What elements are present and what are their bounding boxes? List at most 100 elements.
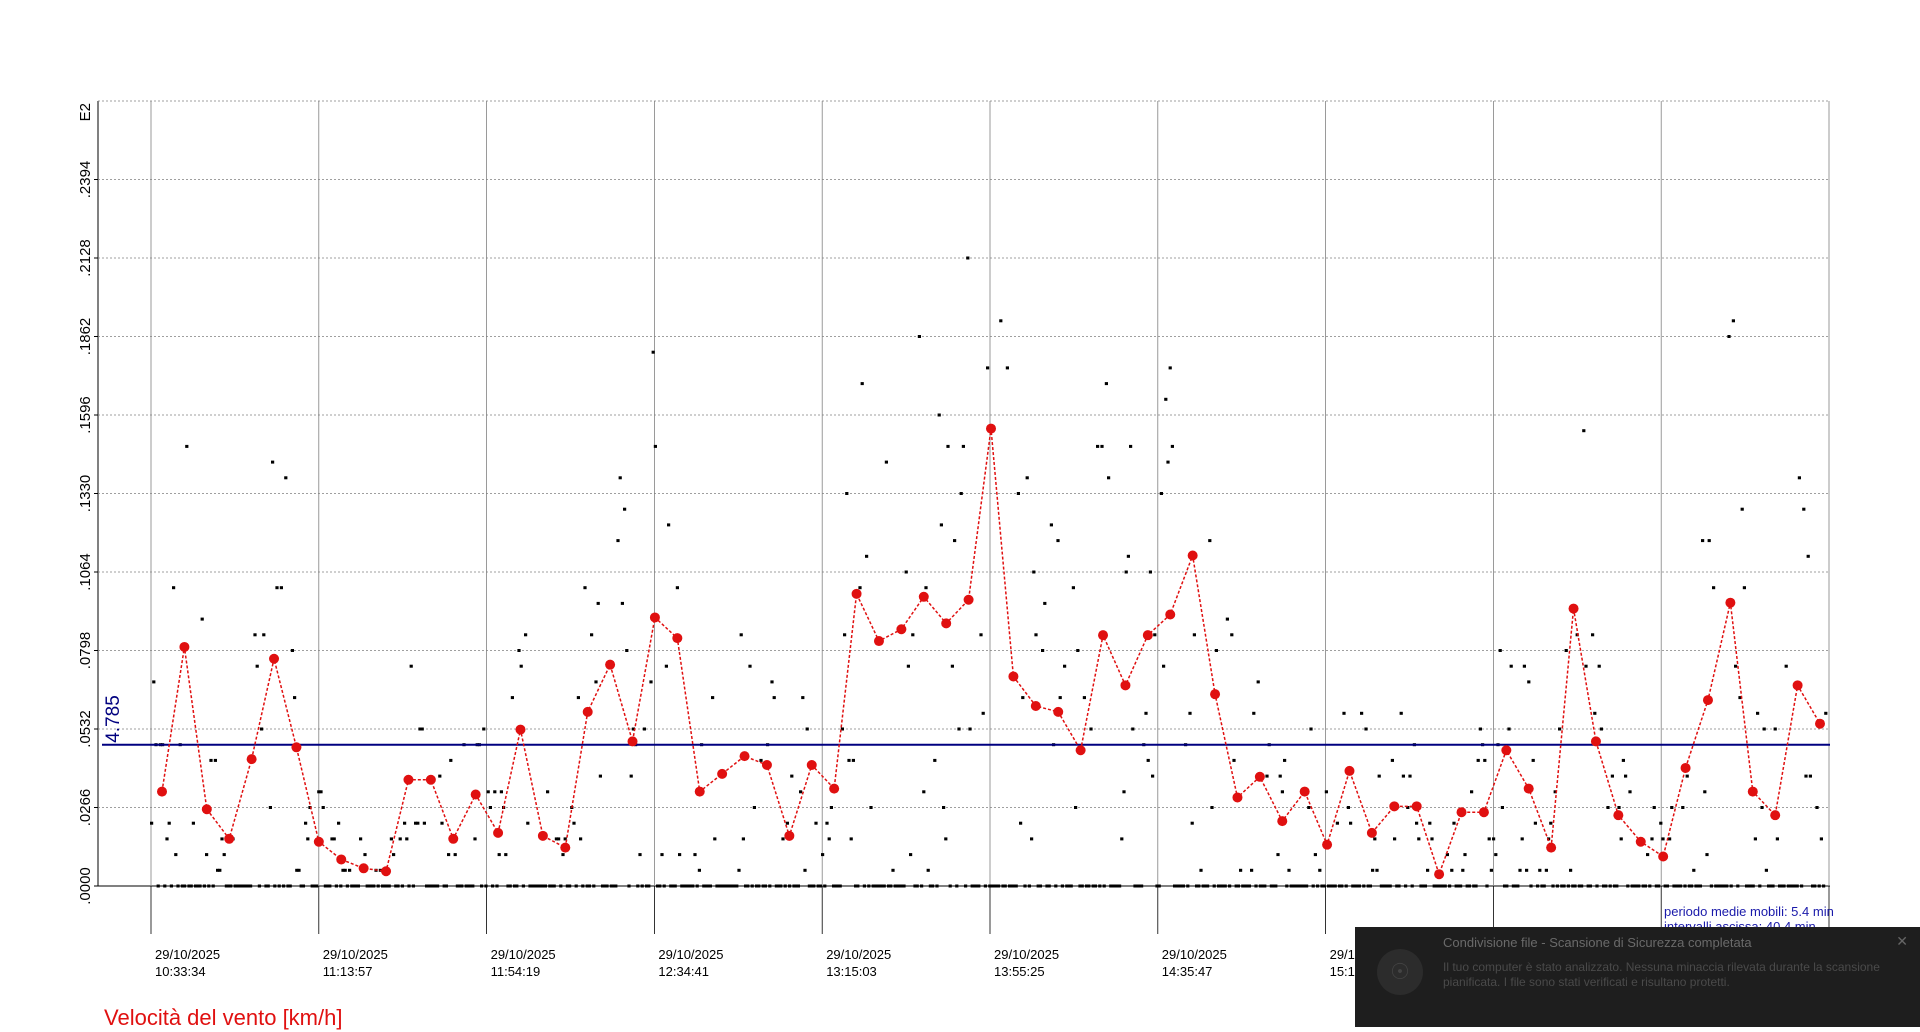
close-icon[interactable]: ✕ [1896,933,1908,949]
data-point [1676,884,1680,888]
data-point [1155,884,1159,888]
data-point [572,821,576,825]
data-point [213,758,217,762]
moving-average-point [1770,810,1781,821]
data-point [1434,884,1438,888]
data-point [1289,884,1293,888]
moving-average-point [1792,680,1803,691]
data-point [345,884,349,888]
data-point [1709,884,1713,888]
data-point [1610,774,1614,778]
data-point [1366,884,1370,888]
data-point [1654,884,1658,888]
data-point [326,884,330,888]
data-point [394,884,398,888]
moving-average-point [1478,807,1489,818]
moving-average-point [941,618,952,629]
data-point [185,444,189,448]
data-point [1357,884,1361,888]
data-point [682,884,686,888]
data-point [513,884,517,888]
data-point [427,884,431,888]
data-point [337,821,341,825]
data-point [532,884,536,888]
data-point [1729,884,1733,888]
data-point [262,633,266,637]
data-point [977,884,981,888]
data-point [1355,884,1359,888]
data-point [946,444,950,448]
moving-average-point [1456,807,1467,818]
data-point [818,884,822,888]
data-point [1780,884,1784,888]
data-point [708,884,712,888]
data-point [277,884,281,888]
data-point [1100,444,1104,448]
data-point [539,884,543,888]
data-point [638,853,642,857]
data-point [1016,492,1020,495]
data-point [1287,868,1291,872]
moving-average-point [649,612,660,623]
data-point [565,884,569,888]
y-tick-label: .2128 [77,239,94,277]
data-point [1584,664,1588,668]
data-point [1324,790,1328,794]
data-point [1300,884,1304,888]
data-point [1663,884,1667,888]
data-point [862,884,866,888]
data-point [814,821,818,825]
moving-average-point [1389,801,1400,812]
data-point [189,884,193,888]
data-point [1309,727,1313,731]
data-point [1778,884,1782,888]
notification-title: Condivisione file - Scansione di Sicurez… [1443,935,1752,950]
data-point [658,884,662,888]
data-point [1212,884,1216,888]
data-point [1316,884,1320,888]
data-point [1635,884,1639,888]
data-point [1760,806,1764,809]
data-point [1692,868,1696,872]
data-point [823,884,827,888]
data-point [1659,821,1663,825]
data-point [1076,649,1080,652]
data-point [420,727,424,731]
y-tick-label: .1596 [77,396,94,434]
data-point [400,884,404,888]
moving-average-point [1501,745,1512,756]
data-point [1144,711,1148,715]
data-point [1800,884,1804,888]
data-point [1371,868,1375,872]
data-point [757,884,761,888]
data-point [1698,884,1702,888]
data-point [711,696,715,700]
notification-toast[interactable]: ☉ ✕ Condivisione file - Scansione di Sic… [1355,927,1920,1027]
moving-average-point [1702,695,1713,706]
data-point [1764,868,1768,872]
data-point [1509,664,1513,668]
data-point [983,884,987,888]
data-point [367,884,371,888]
data-point [1784,664,1788,668]
data-point [592,884,596,888]
data-point [1795,884,1799,888]
data-point [1811,884,1815,888]
data-point [1626,884,1630,888]
data-point [1177,884,1181,888]
data-point [1082,696,1086,700]
data-point [163,884,167,888]
data-point [359,837,363,841]
x-tick-time: 13:55:25 [994,964,1045,979]
moving-average-point [1411,801,1422,812]
data-point [1507,727,1511,731]
data-point [1250,868,1254,872]
data-point [1129,444,1133,448]
data-point [1122,790,1126,794]
data-point [1351,884,1355,888]
data-point [1661,837,1665,841]
data-point [216,868,220,872]
data-point [508,884,512,888]
data-point [631,727,635,731]
data-point [1049,523,1053,527]
